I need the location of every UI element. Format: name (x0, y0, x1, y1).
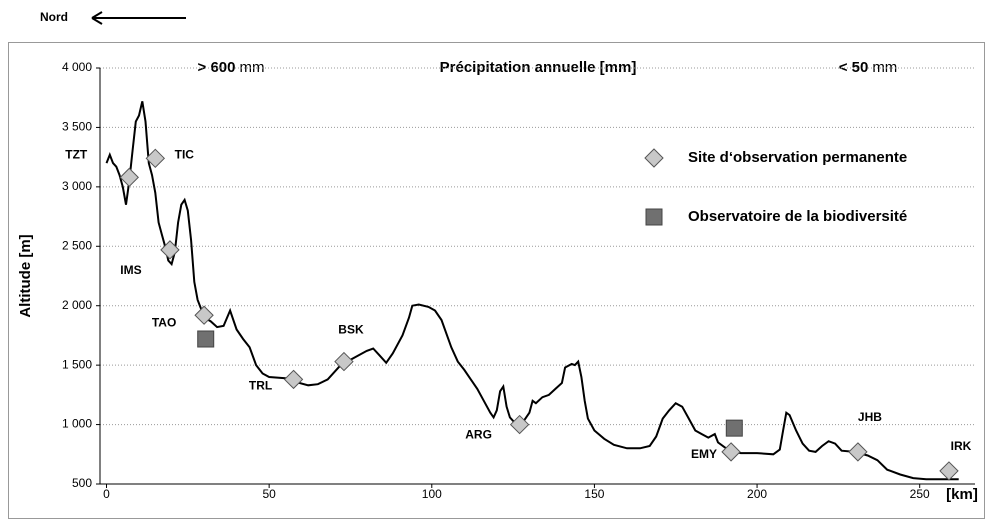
site-label: BSK (338, 323, 364, 337)
site-marker (119, 167, 139, 188)
site-label: IMS (120, 263, 141, 277)
observatory-marker (197, 330, 215, 348)
profile-line (105, 101, 959, 481)
site-marker (194, 305, 214, 325)
site-marker (160, 240, 180, 260)
legend-site-marker (644, 148, 664, 168)
site-marker (283, 369, 304, 390)
site-label: TIC (175, 148, 195, 162)
site-marker (509, 414, 530, 435)
x-tick-label: 250 (910, 487, 930, 501)
north-label: Nord (40, 10, 68, 24)
x-tick-label: 200 (747, 487, 767, 501)
x-tick-label: 50 (262, 487, 276, 501)
site-marker (145, 148, 166, 169)
y-tick-label: 500 (72, 476, 92, 490)
x-axis-label: [km] (946, 486, 978, 503)
legend-site-label: Site d‘observation permanente (688, 149, 907, 166)
x-tick-label: 150 (584, 487, 604, 501)
precip-low-unit: mm (872, 59, 897, 76)
precip-low: < 50 mm (839, 59, 898, 76)
site-label: IRK (951, 439, 972, 453)
precip-high-unit: mm (239, 59, 264, 76)
site-label: ARG (465, 428, 492, 442)
site-label: JHB (858, 410, 882, 424)
legend-observatory-label: Observatoire de la biodiversité (688, 208, 907, 225)
legend-observatory-marker (645, 208, 663, 226)
precip-low-value: < 50 (839, 59, 869, 76)
x-tick-label: 100 (422, 487, 442, 501)
site-label: TRL (249, 379, 272, 393)
site-label: TAO (152, 315, 176, 329)
site-marker (848, 442, 868, 462)
chart-frame (8, 42, 985, 519)
north-arrow-head (91, 11, 103, 25)
y-tick-label: 3 500 (62, 120, 92, 134)
x-tick-label: 0 (103, 487, 110, 501)
y-axis-label: Altitude [m] (17, 234, 34, 317)
y-tick-label: 2 500 (62, 238, 92, 252)
y-tick-label: 1 000 (62, 417, 92, 431)
precip-high: > 600 mm (198, 59, 265, 76)
chart-title: Précipitation annuelle [mm] (440, 59, 637, 76)
site-label: EMY (691, 447, 717, 461)
site-marker (334, 351, 354, 372)
observatory-marker (725, 419, 743, 437)
site-marker (939, 461, 959, 481)
y-tick-label: 4 000 (62, 60, 92, 74)
precip-high-value: > 600 (198, 59, 236, 76)
site-marker (721, 442, 741, 462)
y-tick-label: 1 500 (62, 357, 92, 371)
y-tick-label: 3 000 (62, 179, 92, 193)
site-label: TZT (65, 148, 88, 162)
y-tick-label: 2 000 (62, 298, 92, 312)
